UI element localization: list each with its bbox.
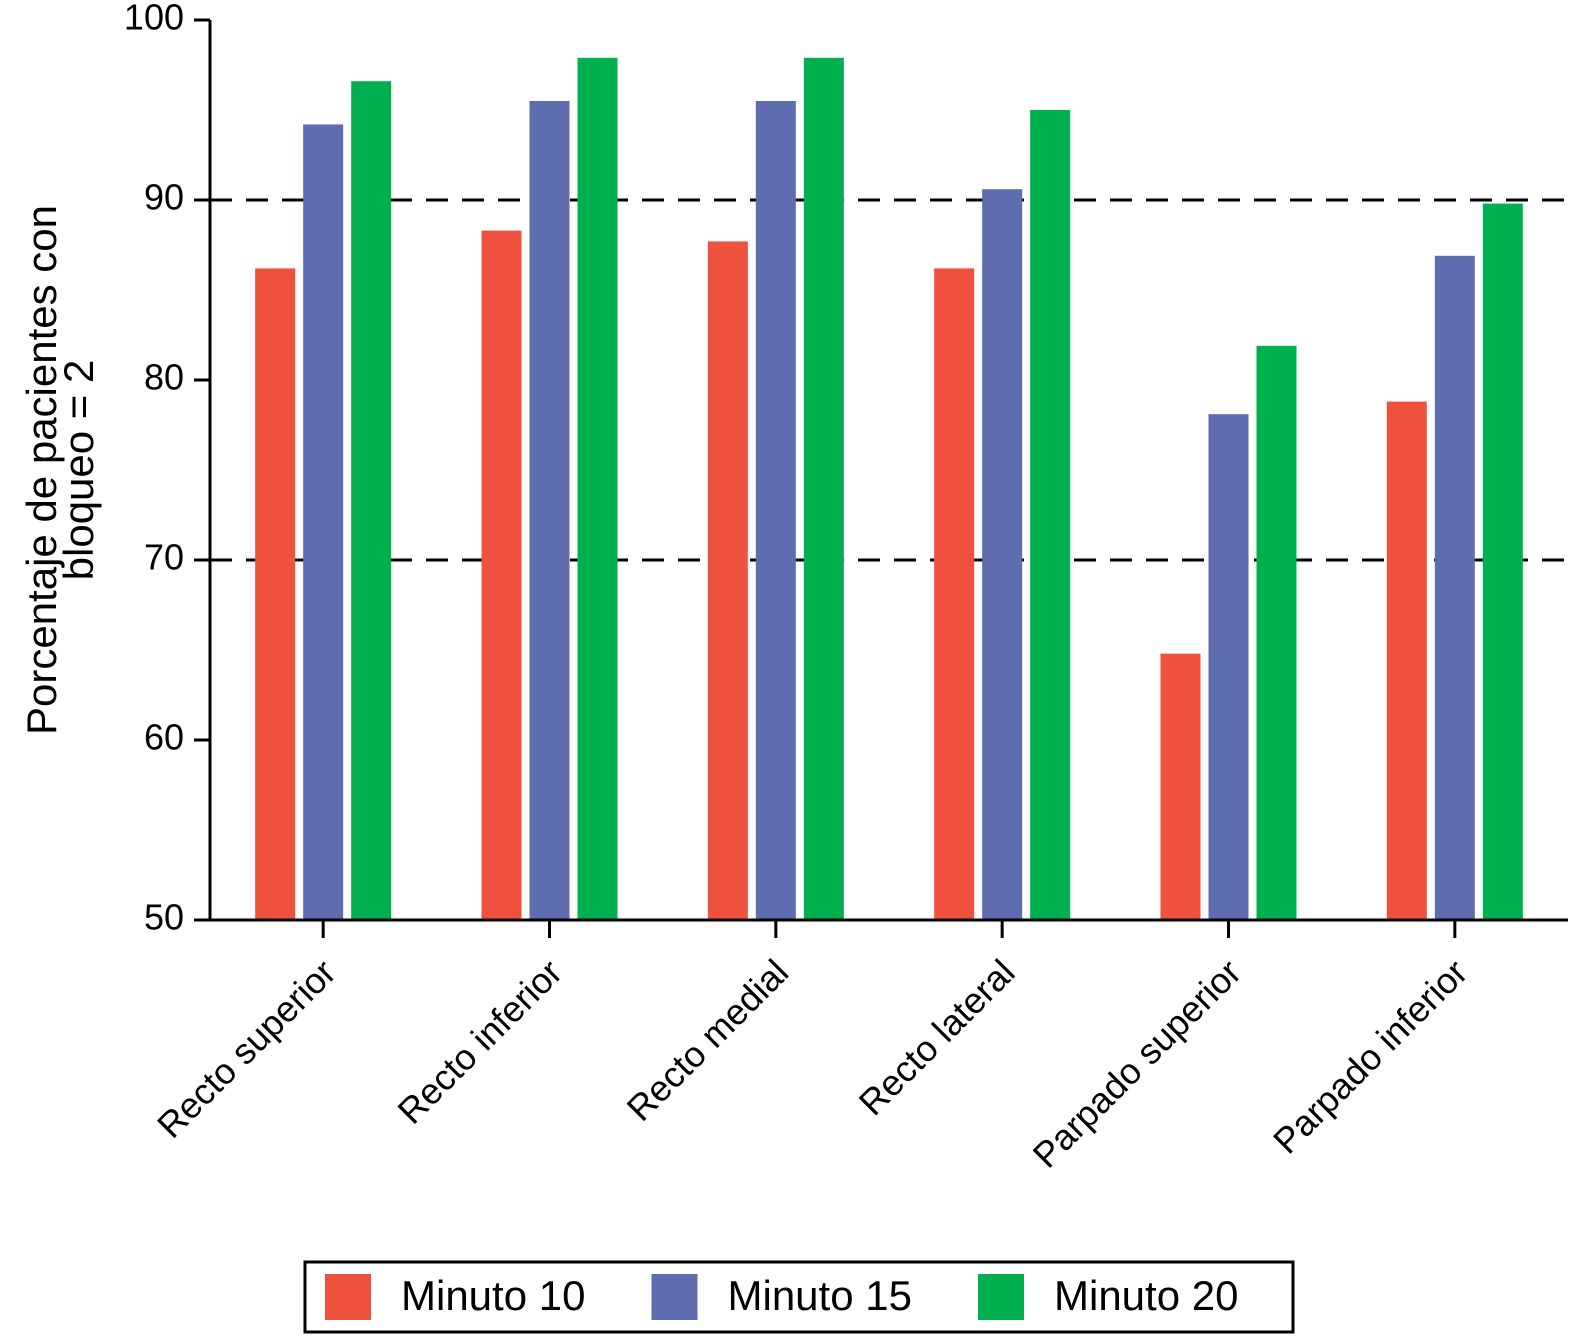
- bar: [1256, 345, 1297, 920]
- bar: [1030, 110, 1071, 920]
- x-tick-label: Recto inferior: [390, 951, 570, 1131]
- x-tick-label: Recto medial: [619, 951, 797, 1129]
- y-tick-label: 100: [124, 0, 184, 38]
- bar: [1482, 203, 1523, 921]
- legend-swatch: [325, 1274, 371, 1320]
- legend-swatch: [651, 1274, 698, 1320]
- y-axis-label-line: Porcentaje de pacientes con: [18, 205, 65, 735]
- bar: [303, 124, 344, 920]
- bar: [1386, 401, 1427, 921]
- bar: [577, 57, 618, 921]
- legend-box: [303, 1260, 1295, 1334]
- y-tick-label: 90: [144, 177, 184, 218]
- x-tick-label: Recto lateral: [851, 951, 1023, 1123]
- bar: [481, 230, 522, 921]
- bar: [755, 101, 796, 920]
- bar: [255, 268, 296, 920]
- y-axis-label-line: bloqueo = 2: [55, 360, 102, 581]
- bar: [529, 101, 570, 920]
- x-tick-label: Recto superior: [149, 951, 344, 1146]
- legend-label: Minuto 20: [1054, 1272, 1238, 1319]
- y-tick-label: 50: [144, 897, 184, 938]
- y-tick-label: 60: [144, 717, 184, 758]
- bar: [707, 241, 748, 920]
- x-tick-label: Parpado inferior: [1265, 951, 1475, 1161]
- bar: [1160, 653, 1201, 920]
- x-tick-label: Parpado superior: [1025, 951, 1249, 1175]
- legend-swatch: [978, 1274, 1024, 1320]
- y-tick-label: 70: [144, 537, 184, 578]
- y-tick-label: 80: [144, 357, 184, 398]
- legend-label: Minuto 15: [728, 1272, 912, 1319]
- bar: [351, 81, 392, 920]
- bar: [803, 57, 844, 921]
- bar: [982, 189, 1023, 920]
- bar: [1434, 255, 1475, 921]
- bar: [1208, 414, 1249, 920]
- legend-label: Minuto 10: [401, 1272, 585, 1319]
- bar: [934, 268, 975, 920]
